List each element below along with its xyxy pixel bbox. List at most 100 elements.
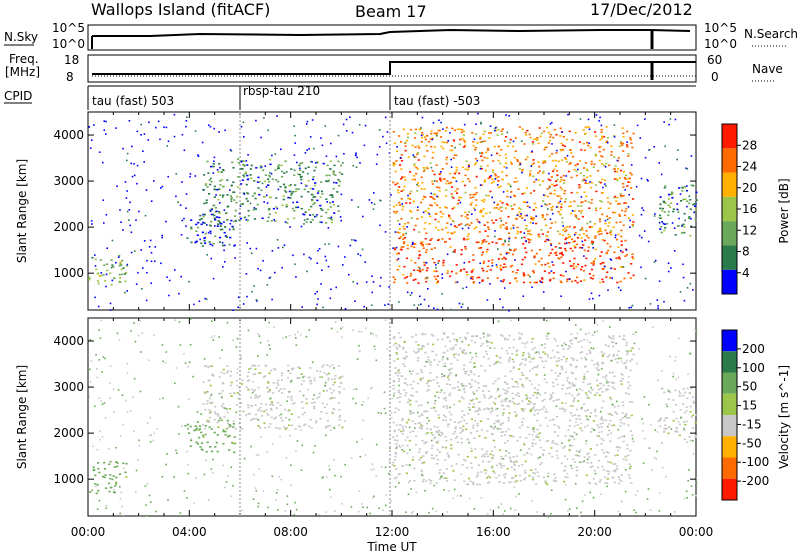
echo-noise [178,293,180,295]
echo-noise [544,203,546,205]
echo-cell [248,210,250,212]
echo-cell [487,222,489,224]
echo-cell [574,461,576,463]
echo-noise [259,335,261,337]
echo-cell [479,211,481,213]
echo-noise [238,297,240,299]
echo-noise [113,389,115,391]
echo-cell [594,394,596,396]
echo-cell [394,431,396,433]
echo-noise [694,329,696,331]
echo-cell [500,458,502,460]
echo-noise [594,331,596,333]
echo-noise [105,286,107,288]
echo-cell [568,439,570,441]
echo-noise [343,153,345,155]
echo-cell [425,139,427,141]
echo-cell [241,383,243,385]
echo-noise [672,222,674,224]
echo-noise [324,372,326,374]
echo-cell [619,447,621,449]
echo-noise [412,242,414,244]
echo-noise [672,376,674,378]
echo-cell [219,194,221,196]
echo-cell [206,400,208,402]
echo-cell [434,219,436,221]
echo-cell [479,338,481,340]
echo-cell [542,200,544,202]
echo-noise [469,409,471,411]
echo-noise [190,173,192,175]
echo-noise [514,259,516,261]
echo-noise [174,269,176,271]
echo-noise [365,327,367,329]
echo-cell [302,407,304,409]
echo-noise [657,380,659,382]
echo-cell [233,421,235,423]
echo-cell [621,241,623,243]
echo-noise [258,503,260,505]
echo-cell [663,428,665,430]
echo-noise [597,325,599,327]
echo-noise [269,344,271,346]
echo-noise [551,489,553,491]
echo-cell [272,179,274,181]
echo-cell [308,377,310,379]
echo-noise [359,124,361,126]
echo-noise [475,123,477,125]
echo-cell [414,279,416,281]
echo-cell [582,216,584,218]
echo-noise [250,248,252,250]
echo-cell [408,399,410,401]
echo-cell [325,199,327,201]
echo-cell [446,127,448,129]
echo-cell [229,426,231,428]
echo-cell [575,266,577,268]
echo-noise [182,220,184,222]
echo-cell [628,417,630,419]
echo-cell [544,392,546,394]
echo-cell [484,469,486,471]
echo-noise [580,118,582,120]
echo-cell [484,140,486,142]
echo-cell [549,203,551,205]
echo-cell [521,193,523,195]
echo-cell [460,254,462,256]
echo-cell [615,200,617,202]
echo-cell [596,367,598,369]
echo-cell [672,399,674,401]
echo-cell [284,190,286,192]
echo-cell [591,428,593,430]
echo-noise [547,239,549,241]
echo-cell [580,212,582,214]
echo-noise [611,277,613,279]
echo-cell [586,223,588,225]
echo-noise [561,131,563,133]
echo-noise [490,426,492,428]
echo-cell [431,334,433,336]
echo-noise [255,120,257,122]
echo-cell [312,188,314,190]
echo-cell [502,224,504,226]
echo-cell [616,282,618,284]
echo-cell [543,160,545,162]
echo-cell [496,266,498,268]
echo-cell [334,174,336,176]
echo-cell [333,390,335,392]
echo-cell [506,226,508,228]
echo-noise [118,256,120,258]
echo-cell [500,265,502,267]
echo-cell [680,409,682,411]
echo-cell [527,206,529,208]
echo-cell [533,181,535,183]
echo-cell [497,134,499,136]
echo-noise [154,433,156,435]
echo-cell [503,263,505,265]
echo-cell [430,130,432,132]
echo-cell [577,282,579,284]
echo-noise [604,266,606,268]
echo-cell [534,203,536,205]
echo-cell [445,227,447,229]
echo-cell [541,408,543,410]
echo-noise [353,165,355,167]
